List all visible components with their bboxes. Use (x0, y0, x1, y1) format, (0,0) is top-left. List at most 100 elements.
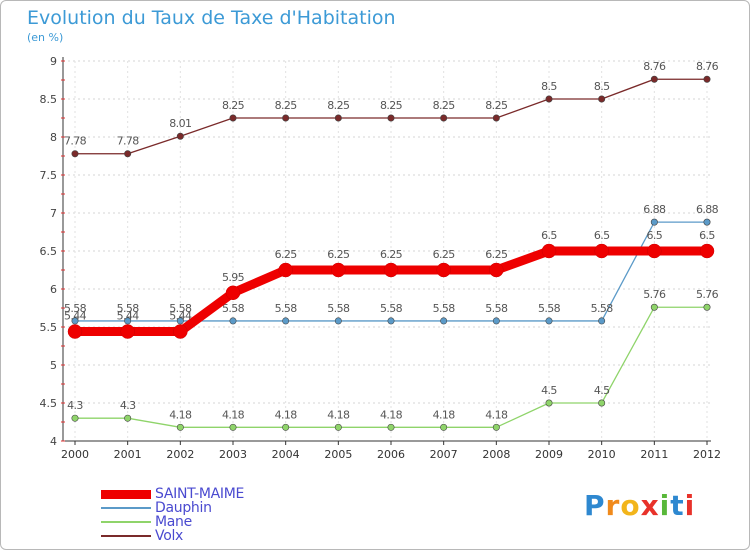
data-point-mane (492, 423, 500, 431)
data-point-volx (229, 114, 237, 122)
data-point-saint-maime (647, 243, 662, 259)
data-point-volx (492, 114, 500, 122)
data-point-dauphin (71, 317, 79, 325)
data-label-saint-maime: 5.95 (222, 271, 245, 284)
data-point-saint-maime (67, 324, 83, 339)
data-label-dauphin: 6.88 (696, 203, 719, 216)
x-tick-label: 2003 (219, 448, 247, 461)
legend-label: Volx (155, 528, 184, 544)
x-tick-label: 2006 (377, 448, 405, 461)
data-label-saint-maime: 6.25 (433, 248, 456, 261)
data-point-saint-maime (278, 262, 293, 278)
data-point-volx (334, 114, 342, 122)
data-label-saint-maime: 6.5 (541, 229, 557, 242)
x-tick-label: 2005 (324, 448, 352, 461)
data-label-volx: 8.01 (169, 117, 191, 130)
data-point-volx (124, 150, 132, 158)
data-label-dauphin: 5.58 (485, 302, 508, 315)
data-point-mane (71, 414, 79, 422)
legend-swatch (101, 521, 151, 523)
data-label-volx: 8.25 (485, 99, 508, 112)
logo-letter: o (620, 489, 641, 522)
data-point-mane (545, 399, 553, 407)
data-label-saint-maime: 6.25 (275, 248, 298, 261)
data-label-dauphin: 5.58 (380, 302, 403, 315)
data-label-saint-maime: 6.25 (380, 248, 403, 261)
y-tick-label: 8.5 (40, 93, 58, 106)
data-point-mane (703, 303, 711, 311)
data-point-dauphin (282, 317, 290, 325)
data-point-volx (176, 132, 184, 140)
data-point-mane (176, 423, 184, 431)
x-tick-label: 2007 (430, 448, 458, 461)
data-point-mane (598, 399, 606, 407)
logo-letter: i (684, 489, 696, 522)
data-point-volx (440, 114, 448, 122)
data-label-mane: 4.18 (275, 408, 298, 421)
data-label-mane: 4.5 (541, 384, 557, 397)
proxiti-logo: Proxiti (584, 489, 695, 522)
data-label-mane: 4.3 (120, 399, 136, 412)
data-label-volx: 8.25 (380, 99, 403, 112)
x-tick-label: 2004 (272, 448, 300, 461)
data-point-saint-maime (173, 324, 188, 339)
x-tick-label: 2002 (166, 448, 194, 461)
y-tick-label: 5 (50, 359, 57, 372)
x-tick-label: 2009 (535, 448, 563, 461)
x-tick-label: 2011 (640, 448, 668, 461)
legend-swatch (101, 535, 151, 537)
y-tick-label: 6 (50, 283, 57, 296)
y-tick-label: 4.5 (40, 397, 58, 410)
data-point-saint-maime (383, 262, 399, 278)
series-mane: 4.3 4.3 4.18 4.18 4.18 4.18 4.18 4.18 4.18 4.5 4.5… (67, 288, 719, 431)
data-label-saint-maime: 6.5 (646, 229, 662, 242)
data-label-volx: 7.78 (117, 135, 140, 148)
data-label-mane: 4.3 (67, 399, 83, 412)
data-label-volx: 8.76 (696, 60, 719, 73)
data-point-dauphin (545, 317, 553, 325)
data-point-dauphin (703, 218, 711, 226)
y-tick-label: 7 (50, 207, 57, 220)
legend-swatch (101, 489, 151, 499)
logo-letter: x (640, 489, 660, 522)
data-point-dauphin (650, 218, 658, 226)
data-label-volx: 8.76 (643, 60, 666, 73)
data-label-dauphin: 6.88 (643, 203, 666, 216)
data-point-dauphin (598, 317, 606, 325)
data-label-mane: 4.18 (380, 408, 403, 421)
data-point-volx (387, 114, 395, 122)
logo-letter: P (584, 489, 606, 522)
legend-swatch (101, 507, 151, 509)
data-label-saint-maime: 6.5 (699, 229, 715, 242)
y-tick-label: 4 (50, 435, 57, 448)
chart-legend: SAINT-MAIME Dauphin Mane Volx (101, 487, 361, 543)
data-label-volx: 8.25 (222, 99, 245, 112)
data-label-dauphin: 5.58 (222, 302, 245, 315)
y-tick-label: 7.5 (40, 169, 58, 182)
y-tick-label: 5.5 (40, 321, 58, 334)
data-label-dauphin: 5.58 (433, 302, 456, 315)
data-point-saint-maime (541, 243, 557, 259)
data-label-mane: 4.18 (433, 408, 456, 421)
legend-item-dauphin: Dauphin (101, 501, 361, 515)
data-point-dauphin (334, 317, 342, 325)
data-label-saint-maime: 6.25 (485, 248, 508, 261)
data-point-mane (229, 423, 237, 431)
legend-item-volx: Volx (101, 529, 361, 543)
data-point-mane (124, 414, 132, 422)
data-label-dauphin: 5.58 (117, 302, 140, 315)
x-tick-label: 2008 (482, 448, 510, 461)
series-dauphin: 5.58 5.58 5.58 5.58 5.58 5.58 5.58 5.58 5.58 5.58… (64, 203, 719, 325)
data-point-volx (545, 95, 553, 103)
data-point-volx (703, 75, 711, 83)
data-label-saint-maime: 6.5 (594, 229, 610, 242)
data-point-saint-maime (489, 262, 504, 278)
y-tick-label: 6.5 (40, 245, 58, 258)
data-point-dauphin (229, 317, 237, 325)
data-label-mane: 4.5 (594, 384, 610, 397)
data-label-saint-maime: 5.44 (117, 310, 140, 323)
data-label-mane: 4.18 (222, 408, 245, 421)
data-label-mane: 4.18 (485, 408, 508, 421)
data-label-saint-maime: 6.25 (327, 248, 350, 261)
